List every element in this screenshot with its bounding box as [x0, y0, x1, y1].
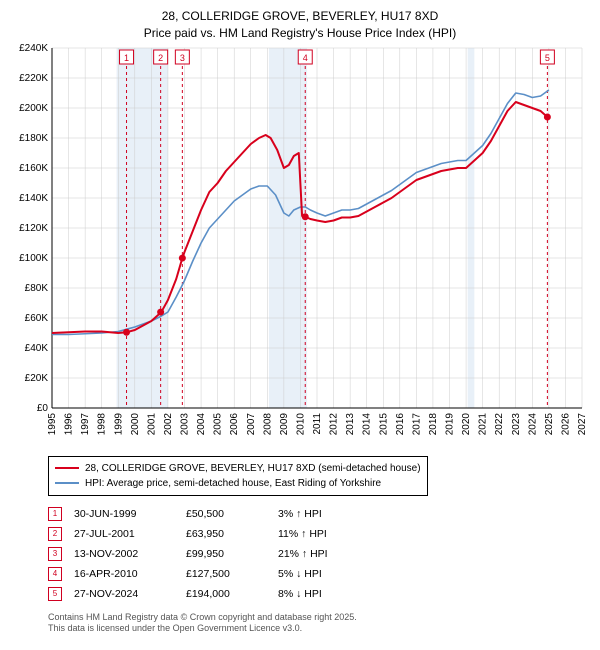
legend-swatch — [55, 482, 79, 484]
table-row: 5 27-NOV-2024£194,0008% ↓ HPI — [48, 584, 340, 604]
marker-box: 2 — [48, 527, 62, 541]
svg-text:2024: 2024 — [527, 412, 538, 435]
svg-text:4: 4 — [303, 53, 308, 63]
svg-text:2014: 2014 — [362, 412, 373, 435]
svg-text:2020: 2020 — [461, 412, 472, 435]
svg-text:£200K: £200K — [19, 103, 48, 114]
svg-text:1998: 1998 — [97, 412, 108, 435]
svg-text:2003: 2003 — [180, 412, 191, 435]
legend-row: 28, COLLERIDGE GROVE, BEVERLEY, HU17 8XD… — [55, 461, 421, 476]
svg-text:2025: 2025 — [544, 412, 555, 435]
transaction-date: 27-NOV-2024 — [74, 584, 186, 604]
svg-text:£160K: £160K — [19, 163, 48, 174]
svg-text:2007: 2007 — [246, 412, 257, 435]
title-line2: Price paid vs. HM Land Registry's House … — [8, 25, 592, 42]
svg-text:3: 3 — [180, 53, 185, 63]
transaction-pct: 3% ↑ HPI — [278, 504, 340, 524]
table-row: 3 13-NOV-2002£99,95021% ↑ HPI — [48, 544, 340, 564]
svg-text:1: 1 — [124, 53, 129, 63]
svg-text:2015: 2015 — [378, 412, 389, 435]
svg-text:2022: 2022 — [494, 412, 505, 435]
svg-text:2: 2 — [158, 53, 163, 63]
svg-text:2021: 2021 — [478, 412, 489, 435]
svg-text:£220K: £220K — [19, 73, 48, 84]
svg-text:£40K: £40K — [25, 343, 49, 354]
svg-text:2006: 2006 — [229, 412, 240, 435]
transaction-price: £99,950 — [186, 544, 278, 564]
svg-text:2016: 2016 — [395, 412, 406, 435]
svg-text:2004: 2004 — [196, 412, 207, 435]
legend-label: 28, COLLERIDGE GROVE, BEVERLEY, HU17 8XD… — [85, 461, 421, 476]
svg-text:£120K: £120K — [19, 223, 48, 234]
svg-text:2010: 2010 — [295, 412, 306, 435]
transaction-pct: 21% ↑ HPI — [278, 544, 340, 564]
transaction-price: £127,500 — [186, 564, 278, 584]
svg-text:2013: 2013 — [345, 412, 356, 435]
svg-text:£140K: £140K — [19, 193, 48, 204]
transaction-price: £194,000 — [186, 584, 278, 604]
transaction-price: £50,500 — [186, 504, 278, 524]
marker-box: 5 — [48, 587, 62, 601]
svg-text:1995: 1995 — [47, 412, 58, 435]
svg-text:2002: 2002 — [163, 412, 174, 435]
transaction-pct: 5% ↓ HPI — [278, 564, 340, 584]
svg-text:1996: 1996 — [64, 412, 75, 435]
svg-text:£180K: £180K — [19, 133, 48, 144]
legend-row: HPI: Average price, semi-detached house,… — [55, 476, 421, 491]
table-row: 2 27-JUL-2001£63,95011% ↑ HPI — [48, 524, 340, 544]
svg-text:£0: £0 — [37, 403, 49, 414]
svg-text:2009: 2009 — [279, 412, 290, 435]
svg-text:2011: 2011 — [312, 412, 323, 434]
svg-text:2001: 2001 — [146, 412, 157, 435]
title-line1: 28, COLLERIDGE GROVE, BEVERLEY, HU17 8XD — [8, 8, 592, 25]
svg-text:2012: 2012 — [329, 412, 340, 435]
chart-title: 28, COLLERIDGE GROVE, BEVERLEY, HU17 8XD… — [8, 8, 592, 42]
svg-text:2019: 2019 — [445, 412, 456, 435]
svg-text:2000: 2000 — [130, 412, 141, 435]
transaction-date: 27-JUL-2001 — [74, 524, 186, 544]
svg-text:2023: 2023 — [511, 412, 522, 435]
footer-line2: This data is licensed under the Open Gov… — [48, 623, 592, 635]
transactions-table: 130-JUN-1999£50,5003% ↑ HPI227-JUL-2001£… — [48, 504, 340, 604]
svg-text:£100K: £100K — [19, 253, 48, 264]
transaction-date: 16-APR-2010 — [74, 564, 186, 584]
transaction-date: 13-NOV-2002 — [74, 544, 186, 564]
legend-label: HPI: Average price, semi-detached house,… — [85, 476, 381, 491]
footer-attribution: Contains HM Land Registry data © Crown c… — [48, 612, 592, 635]
transaction-date: 30-JUN-1999 — [74, 504, 186, 524]
footer-line1: Contains HM Land Registry data © Crown c… — [48, 612, 592, 624]
table-row: 4 16-APR-2010£127,5005% ↓ HPI — [48, 564, 340, 584]
svg-text:5: 5 — [545, 53, 550, 63]
transaction-pct: 8% ↓ HPI — [278, 584, 340, 604]
marker-box: 1 — [48, 507, 62, 521]
svg-text:£20K: £20K — [25, 373, 49, 384]
svg-text:2026: 2026 — [560, 412, 571, 435]
transaction-price: £63,950 — [186, 524, 278, 544]
transaction-pct: 11% ↑ HPI — [278, 524, 340, 544]
legend-swatch — [55, 467, 79, 469]
svg-text:£60K: £60K — [25, 313, 49, 324]
svg-text:2008: 2008 — [262, 412, 273, 435]
legend: 28, COLLERIDGE GROVE, BEVERLEY, HU17 8XD… — [48, 456, 428, 496]
svg-text:2027: 2027 — [577, 412, 588, 435]
svg-text:2017: 2017 — [411, 412, 422, 435]
svg-text:2018: 2018 — [428, 412, 439, 435]
svg-text:2005: 2005 — [213, 412, 224, 435]
svg-text:£240K: £240K — [19, 43, 48, 54]
price-chart: £0 £20K £40K £60K £80K £100K £120K £140K £160K £1… — [8, 42, 592, 452]
marker-box: 4 — [48, 567, 62, 581]
svg-text:£80K: £80K — [25, 283, 49, 294]
svg-text:1997: 1997 — [80, 412, 91, 435]
svg-text:1999: 1999 — [113, 412, 124, 435]
marker-box: 3 — [48, 547, 62, 561]
table-row: 1 30-JUN-1999£50,5003% ↑ HPI — [48, 504, 340, 524]
